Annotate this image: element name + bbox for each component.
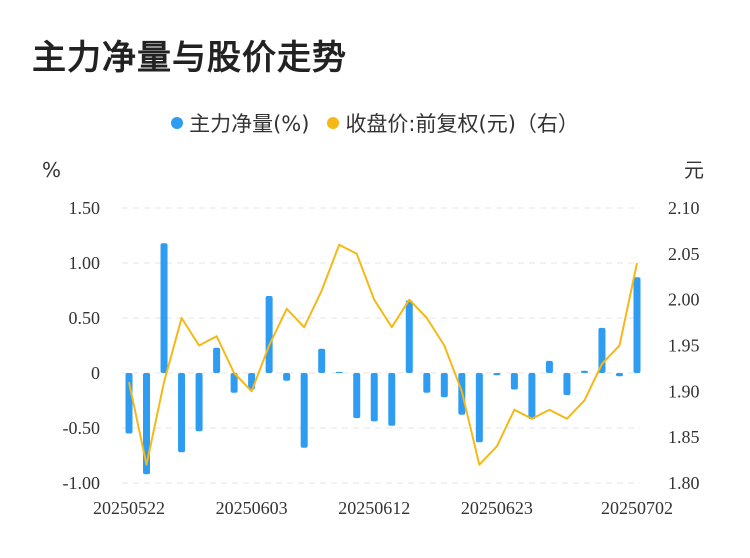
right-tick-label: 2.10	[668, 198, 700, 218]
right-tick-label: 1.90	[668, 381, 700, 401]
right-tick-label: 2.05	[668, 244, 700, 264]
bar[interactable]	[265, 296, 273, 373]
bar[interactable]	[388, 373, 396, 426]
bar[interactable]	[423, 373, 431, 393]
legend-dot-net-volume	[171, 117, 184, 129]
x-axis-ticks: 20250522 20250603 20250612 20250623 20250702	[93, 498, 673, 518]
left-tick-label: 1.50	[69, 198, 101, 218]
left-axis-ticks: 1.50 1.00 0.50 0 -0.50 -1.00	[63, 198, 101, 493]
left-tick-label: -1.00	[63, 473, 101, 493]
legend-label-net-volume: 主力净量(%)	[189, 112, 310, 136]
bar[interactable]	[510, 373, 518, 390]
legend-dot-close-price	[327, 117, 340, 129]
left-axis-unit: %	[42, 158, 61, 182]
x-tick-label: 20250612	[338, 498, 410, 518]
left-tick-label: 0.50	[69, 308, 101, 328]
bar[interactable]	[633, 277, 641, 373]
bar[interactable]	[353, 373, 361, 419]
legend-item-net-volume[interactable]: 主力净量(%)	[171, 108, 309, 138]
bar[interactable]	[563, 373, 571, 395]
bar[interactable]	[318, 348, 326, 373]
line-series-close-price	[128, 243, 638, 466]
left-tick-label: 0	[91, 363, 100, 383]
bar[interactable]	[300, 373, 308, 448]
bar-series-net-volume	[125, 243, 641, 475]
legend-label-close-price: 收盘价:前复权(元)（右）	[345, 112, 579, 136]
left-tick-label: 1.00	[69, 253, 101, 273]
right-tick-label: 1.80	[668, 473, 700, 493]
x-tick-label: 20250702	[601, 498, 673, 518]
legend-item-close-price[interactable]: 收盘价:前复权(元)（右）	[327, 108, 579, 138]
bar[interactable]	[493, 373, 501, 376]
bar[interactable]	[370, 373, 378, 422]
bar[interactable]	[475, 373, 483, 443]
bar[interactable]	[125, 373, 133, 434]
bar[interactable]	[405, 300, 413, 373]
bar[interactable]	[195, 373, 203, 432]
bar[interactable]	[580, 370, 588, 373]
bar[interactable]	[213, 347, 221, 373]
x-tick-label: 20250603	[216, 498, 288, 518]
legend: 主力净量(%) 收盘价:前复权(元)（右）	[0, 108, 750, 138]
bar[interactable]	[528, 373, 536, 420]
chart-title: 主力净量与股价走势	[32, 38, 347, 78]
bar[interactable]	[440, 373, 448, 398]
right-tick-label: 1.85	[668, 427, 700, 447]
right-axis-unit: 元	[684, 158, 704, 182]
bar[interactable]	[160, 243, 168, 373]
bar[interactable]	[598, 327, 606, 373]
bar[interactable]	[178, 373, 186, 453]
bar[interactable]	[283, 373, 291, 381]
right-tick-label: 2.00	[668, 290, 700, 310]
x-tick-label: 20250623	[461, 498, 533, 518]
bar[interactable]	[230, 373, 238, 393]
bar[interactable]	[545, 360, 553, 373]
bar[interactable]	[143, 373, 151, 475]
bar[interactable]	[615, 373, 623, 377]
left-tick-label: -0.50	[63, 418, 101, 438]
x-tick-label: 20250522	[93, 498, 165, 518]
right-tick-label: 1.95	[668, 336, 700, 356]
bar[interactable]	[335, 371, 343, 374]
price-line[interactable]	[128, 243, 638, 466]
right-axis-ticks: 2.10 2.05 2.00 1.95 1.90 1.85 1.80	[668, 198, 700, 493]
grid-lines	[122, 207, 640, 484]
